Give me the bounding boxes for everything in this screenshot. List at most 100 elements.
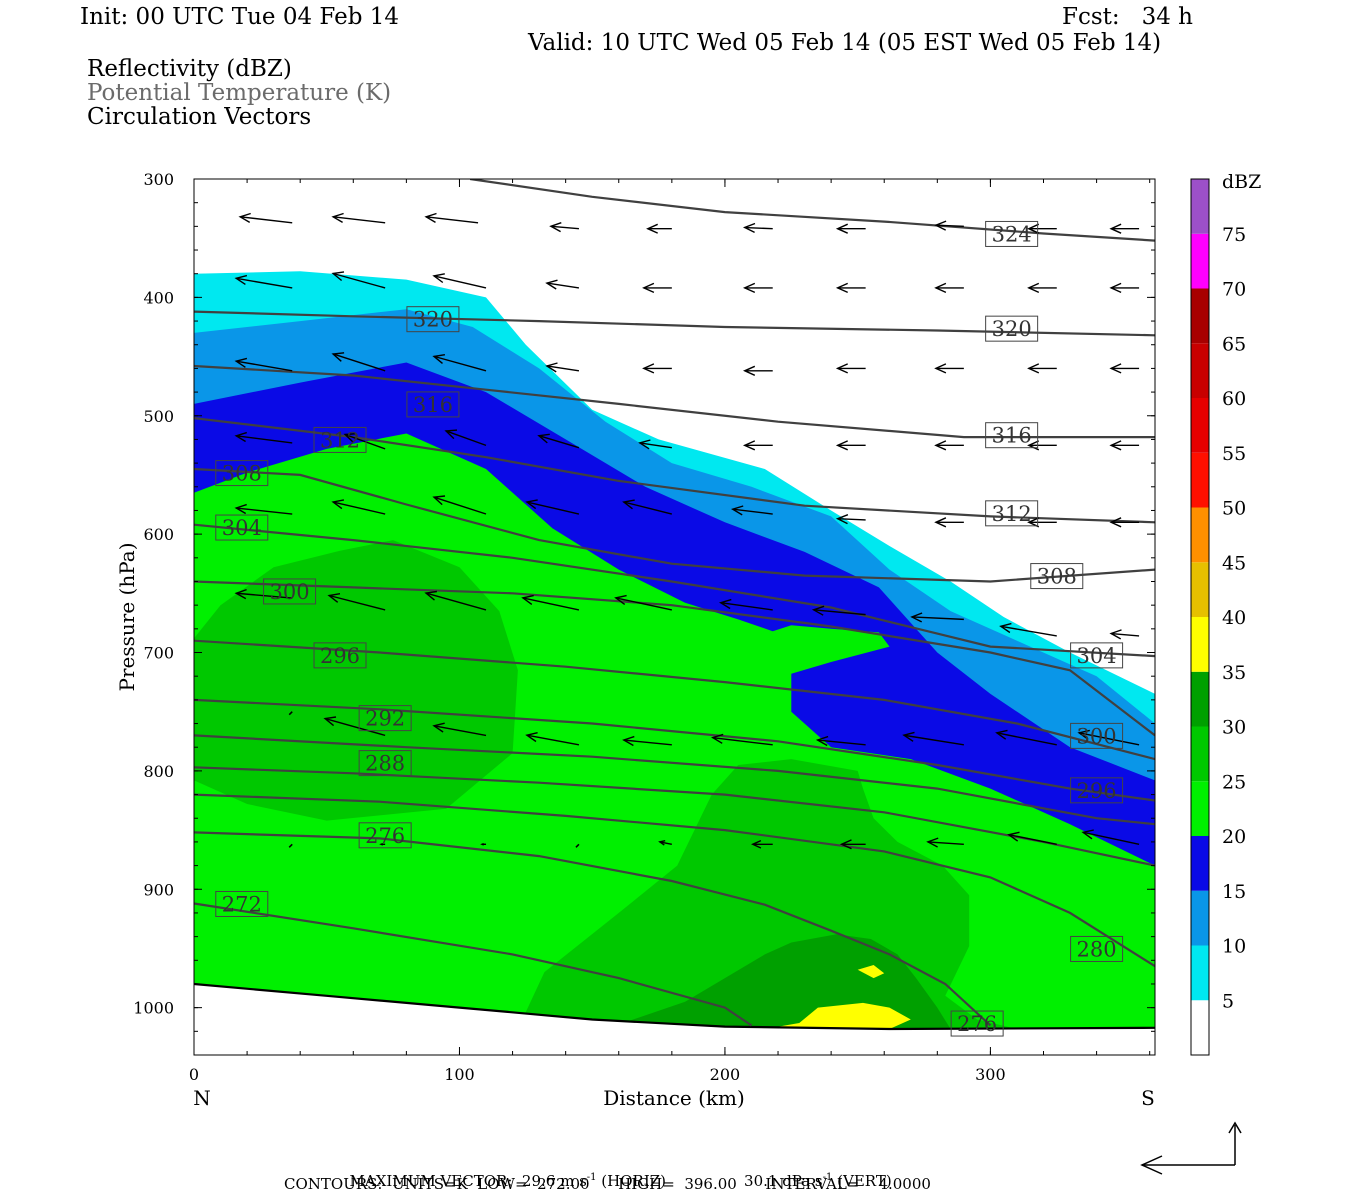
contour-label: 316 <box>985 422 1039 449</box>
contour-label: 280 <box>1070 935 1124 962</box>
circulation-vector <box>742 365 773 376</box>
circulation-vector <box>934 220 964 231</box>
circulation-vector <box>742 222 773 234</box>
circulation-vector <box>835 440 866 451</box>
svg-text:296: 296 <box>320 644 360 668</box>
colorbar-label: 10 <box>1222 936 1246 958</box>
contours-note: CONTOURS: UNITS=K LOW= 272.00 HIGH= 396.… <box>284 1175 931 1193</box>
circulation-vector <box>646 223 672 234</box>
colorbar: 5 10 15 20 25 30 35 40 45 50 55 60 65 70 75 dBZ <box>1190 171 1261 1056</box>
y-tick-label: 500 <box>143 407 174 426</box>
terrain-line <box>194 982 1155 1031</box>
valid-time: Valid: 10 UTC Wed 05 Feb 14 (05 EST Wed … <box>528 30 1162 56</box>
max-vector-unit: -1 <box>586 1172 597 1183</box>
theta-contour-280 <box>194 793 1155 968</box>
max-vector-note: MAXIMUM VECTOR: 29.6 m s-1 (HORIZ) 30.1 d… <box>340 1158 892 1189</box>
horiz-text: (HORIZ) <box>596 1172 667 1190</box>
svg-text:320: 320 <box>413 308 453 332</box>
contour-label: 292 <box>358 705 412 732</box>
circulation-vector <box>575 843 580 848</box>
contour-label: 272 <box>215 890 269 917</box>
x-tick-label: 0 <box>189 1065 199 1084</box>
circulation-vector <box>934 440 964 451</box>
y-tick-label: 300 <box>143 170 174 189</box>
circulation-vector <box>525 732 580 746</box>
circulation-vector <box>549 222 579 233</box>
colorbar-label: 5 <box>1222 990 1234 1012</box>
circulation-vector <box>730 505 773 516</box>
colorbar-bin-60 <box>1191 343 1209 398</box>
colorbar-label: 15 <box>1222 881 1246 903</box>
circulation-vector <box>424 590 487 611</box>
circulation-vector <box>1027 363 1057 374</box>
contour-label: 296 <box>1070 777 1124 804</box>
circulation-vector <box>999 622 1057 637</box>
x-tick-label: 200 <box>710 1065 741 1084</box>
circulation-vector <box>545 362 580 373</box>
colorbar-bin-70 <box>1191 233 1209 289</box>
reflectivity-region-35dbz <box>764 1002 911 1029</box>
circulation-vector <box>537 433 580 449</box>
svg-text:276: 276 <box>957 1012 997 1036</box>
field-reflectivity: Reflectivity (dBZ) <box>87 56 292 82</box>
colorbar-bin-55 <box>1191 398 1209 453</box>
circulation-vector <box>742 440 773 451</box>
svg-text:296: 296 <box>1077 779 1117 803</box>
colorbar-bin-5 <box>1191 945 1209 1001</box>
circulation-vector <box>1027 440 1057 451</box>
axes: 300 400 500 600 700 800 900 1000 0 100 200 300 Dista… <box>115 170 1155 1110</box>
circulation-vector <box>926 837 964 848</box>
theta-contour-316 <box>194 364 1155 439</box>
y-tick-label: 400 <box>143 288 174 307</box>
circulation-vector <box>545 279 580 290</box>
init-time: Init: 00 UTC Tue 04 Feb 14 <box>80 4 400 30</box>
circulation-vector <box>238 212 293 224</box>
circulation-vector <box>379 842 386 846</box>
vert-text: (VERT) <box>832 1172 892 1190</box>
y-tick-label: 700 <box>143 644 174 663</box>
colorbar-label: 60 <box>1222 388 1246 410</box>
svg-text:300: 300 <box>270 580 310 604</box>
circulation-vector <box>910 612 964 623</box>
forecast-hour: Fcst: 34 h <box>1062 4 1193 30</box>
circulation-vector <box>642 363 672 374</box>
contour-label: 308 <box>215 460 269 487</box>
colorbar-bin-30 <box>1191 671 1209 727</box>
circulation-vector <box>331 352 386 372</box>
colorbar-label: 30 <box>1222 717 1246 739</box>
colorbar-bin-40 <box>1191 562 1209 617</box>
reflectivity-region-25dbz <box>194 540 518 821</box>
colorbar-label: 75 <box>1222 224 1246 246</box>
colorbar-label: 40 <box>1222 607 1246 629</box>
circulation-vector <box>742 282 773 294</box>
south-label: S <box>1141 1086 1155 1110</box>
circulation-vector <box>432 354 487 372</box>
x-axis-label: Distance (km) <box>603 1086 745 1110</box>
y-axis-label: Pressure (hPa) <box>115 543 139 692</box>
svg-text:312: 312 <box>320 428 360 452</box>
y-tick-label: 1000 <box>133 999 174 1018</box>
colorbar-bin-50 <box>1191 452 1209 508</box>
circulation-vector <box>234 431 293 444</box>
theta-contours <box>194 179 1155 1027</box>
svg-text:308: 308 <box>1037 565 1077 589</box>
theta-contour-288 <box>194 734 1155 826</box>
colorbar-label: 70 <box>1222 279 1246 301</box>
colorbar-bin-below-5 <box>1191 1000 1209 1055</box>
colorbar-bin-65 <box>1191 288 1209 344</box>
svg-text:312: 312 <box>992 502 1032 526</box>
theta-contour-272 <box>194 902 753 1027</box>
plot-frame <box>193 178 1156 1056</box>
circulation-vector <box>839 839 866 850</box>
circulation-vector <box>835 223 866 234</box>
contour-label: 324 <box>985 220 1039 247</box>
circulation-vector <box>234 588 293 600</box>
colorbar-unit: dBZ <box>1222 171 1261 193</box>
contour-labels: 324 320 320 316 316 312 312 308 308 304 304 300 300 2… <box>215 220 1124 1037</box>
circulation-vector <box>1027 282 1057 294</box>
circulation-vector <box>1027 517 1057 528</box>
contour-label: 300 <box>1070 722 1124 749</box>
max-vector-text: MAXIMUM VECTOR: 29.6 m s <box>349 1172 587 1190</box>
theta-contour-292 <box>194 698 1155 802</box>
circulation-vector <box>642 282 672 294</box>
